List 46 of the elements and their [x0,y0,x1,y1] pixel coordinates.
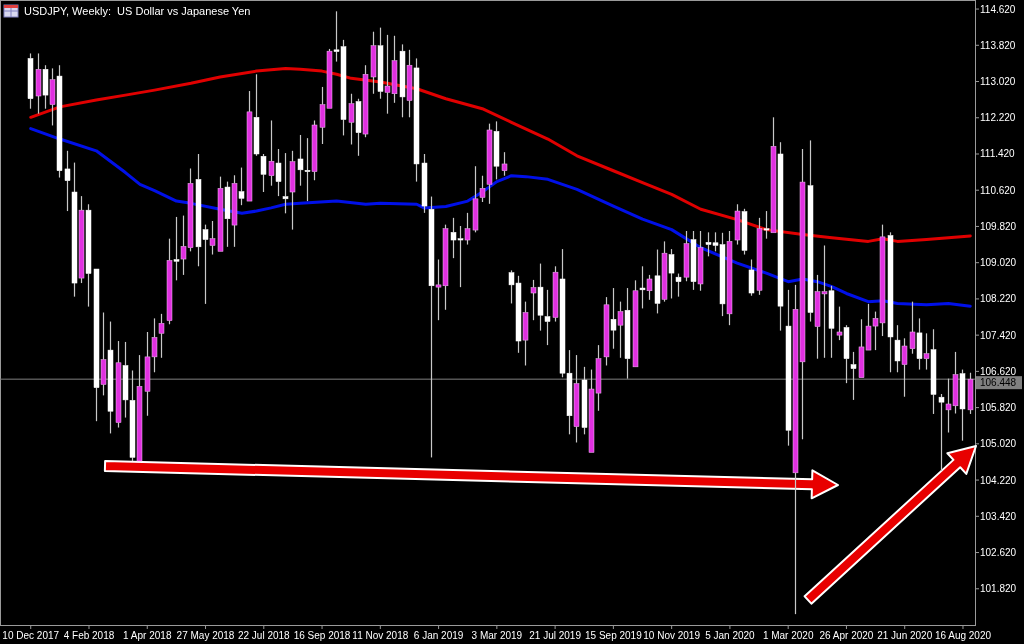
candlestick [173,216,180,281]
y-tick-label: 105.820 [980,402,1017,414]
x-tick-label: 16 Aug 2020 [934,630,992,641]
x-tick-label: 6 Jan 2019 [413,630,464,641]
candlestick [107,320,114,435]
x-tick-label: 5 Jan 2020 [705,630,756,641]
y-tick-label: 105.020 [980,438,1017,450]
y-tick-label: 113.020 [980,76,1016,88]
candlestick [770,116,777,234]
y-tick-label: 111.420 [980,148,1016,160]
y-tick-label: 113.820 [980,39,1016,51]
y-tick-label: 106.620 [980,365,1017,377]
candlestick [624,287,631,380]
candlestick [304,137,311,202]
x-tick-label: 4 Feb 2018 [63,630,115,641]
candlestick [610,287,617,350]
ref-line-label: 106.448 [980,377,1017,389]
y-tick-label: 112.220 [980,112,1016,124]
candlestick [639,265,646,310]
x-tick-label: 21 Jul 2019 [529,630,582,641]
x-tick-label: 10 Dec 2017 [2,630,60,641]
y-tick-label: 107.420 [980,329,1017,341]
y-tick-label: 101.820 [980,583,1017,595]
x-tick-label: 22 Jul 2018 [237,630,291,641]
y-tick-label: 104.220 [980,474,1017,486]
x-tick-label: 3 Mar 2019 [471,630,523,641]
y-tick-label: 110.620 [980,184,1016,196]
y-tick-label: 108.220 [980,293,1017,305]
x-tick-label: 1 Mar 2020 [762,630,814,641]
y-tick-label: 103.420 [980,510,1017,522]
x-tick-label: 27 May 2018 [176,630,235,641]
y-tick-label: 102.620 [980,547,1017,559]
x-tick-label: 10 Nov 2019 [643,630,701,641]
x-tick-label: 16 Sep 2018 [293,630,351,641]
candlestick [930,328,937,415]
candlestick [544,289,551,346]
y-tick-label: 109.820 [980,220,1017,232]
chart-title: USDJPY, Weekly: US Dollar vs Japanese Yen [24,5,251,17]
x-tick-label: 1 Apr 2018 [123,630,172,641]
x-tick-label: 11 Nov 2018 [352,630,409,641]
x-tick-label: 21 Jun 2020 [877,630,933,641]
candlestick [246,90,253,202]
x-tick-label: 26 Apr 2020 [819,630,874,641]
x-tick-label: 15 Sep 2019 [585,630,643,641]
y-tick-label: 114.620 [980,3,1016,15]
y-tick-label: 109.020 [980,257,1017,269]
